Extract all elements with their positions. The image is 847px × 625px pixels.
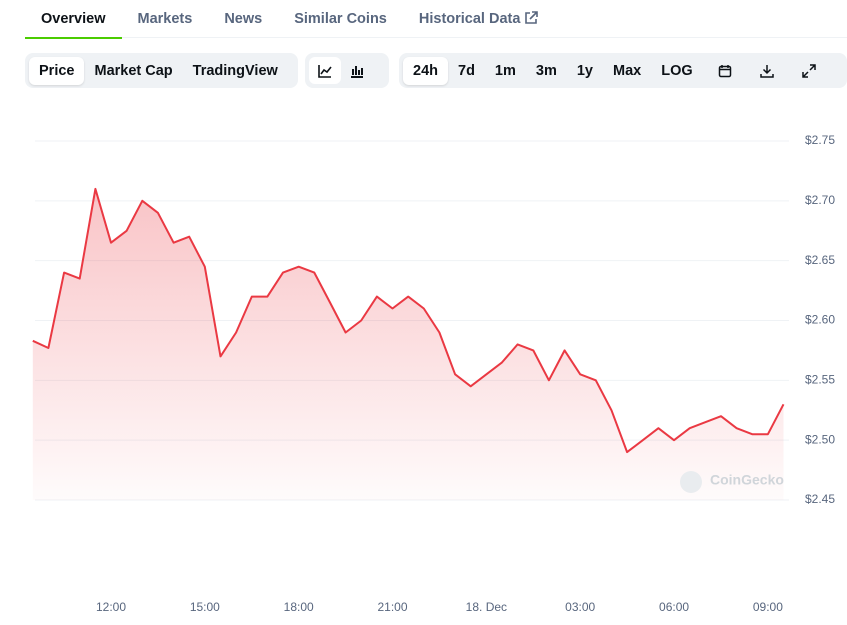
view-button[interactable]: Market Cap [94, 62, 173, 79]
range-button[interactable]: 1m [494, 62, 516, 79]
view-group: Price Market Cap TradingView [25, 53, 298, 88]
tab[interactable]: Historical Data [403, 0, 555, 37]
x-tick-label: 18:00 [284, 600, 314, 614]
icon [718, 64, 731, 77]
tab[interactable]: Markets [137, 11, 193, 27]
chart-style-group [305, 53, 389, 88]
x-tick-label: 03:00 [565, 600, 595, 614]
y-tick-label: $2.60 [805, 313, 835, 327]
y-tick-label: $2.55 [805, 373, 835, 387]
range-button[interactable]: 24h [403, 56, 448, 85]
tab[interactable]: Similar Coins [294, 11, 387, 27]
x-tick-label: 18. Dec [466, 600, 507, 614]
y-tick-label: $2.70 [805, 193, 835, 207]
range-button[interactable]: 1y [576, 62, 593, 79]
tab[interactable]: News [224, 11, 263, 27]
download-button[interactable] [751, 57, 783, 84]
x-tick-label: 12:00 [96, 600, 126, 614]
watermark: CoinGecko [680, 471, 784, 493]
candle-chart-button[interactable] [341, 57, 373, 84]
tab-bar: Overview Markets News Similar Coins Hist… [25, 0, 847, 39]
y-tick-label: $2.45 [805, 492, 835, 506]
range-button[interactable]: 3m [535, 62, 557, 79]
y-tick-label: $2.65 [805, 253, 835, 267]
icon [759, 64, 774, 78]
icon [351, 65, 363, 78]
range-button[interactable]: LOG [661, 62, 693, 79]
x-tick-label: 15:00 [190, 600, 220, 614]
fullscreen-button[interactable] [793, 57, 825, 84]
calendar-button[interactable] [709, 57, 741, 84]
y-tick-label: $2.50 [805, 432, 835, 446]
icon [801, 63, 816, 78]
price-area [32, 188, 784, 500]
icon [318, 64, 332, 78]
y-tick-label: $2.75 [805, 133, 835, 147]
view-button[interactable]: Price [29, 56, 85, 85]
tab-label: Historical Data [418, 11, 521, 27]
watermark-text: CoinGecko [710, 472, 784, 488]
x-tick-label: 09:00 [753, 600, 783, 614]
x-tick-label: 21:00 [378, 600, 408, 614]
range-button[interactable]: Max [613, 62, 642, 79]
tab[interactable]: Overview [25, 0, 122, 39]
view-button[interactable]: TradingView [192, 62, 278, 79]
x-tick-label: 06:00 [659, 600, 689, 614]
range-group: 24h 7d 1m 3m 1y Max LOG [399, 53, 847, 88]
range-button[interactable]: 7d [458, 62, 475, 79]
external-link-icon [525, 11, 539, 24]
price-line [32, 187, 785, 454]
line-chart-button[interactable] [309, 57, 341, 84]
